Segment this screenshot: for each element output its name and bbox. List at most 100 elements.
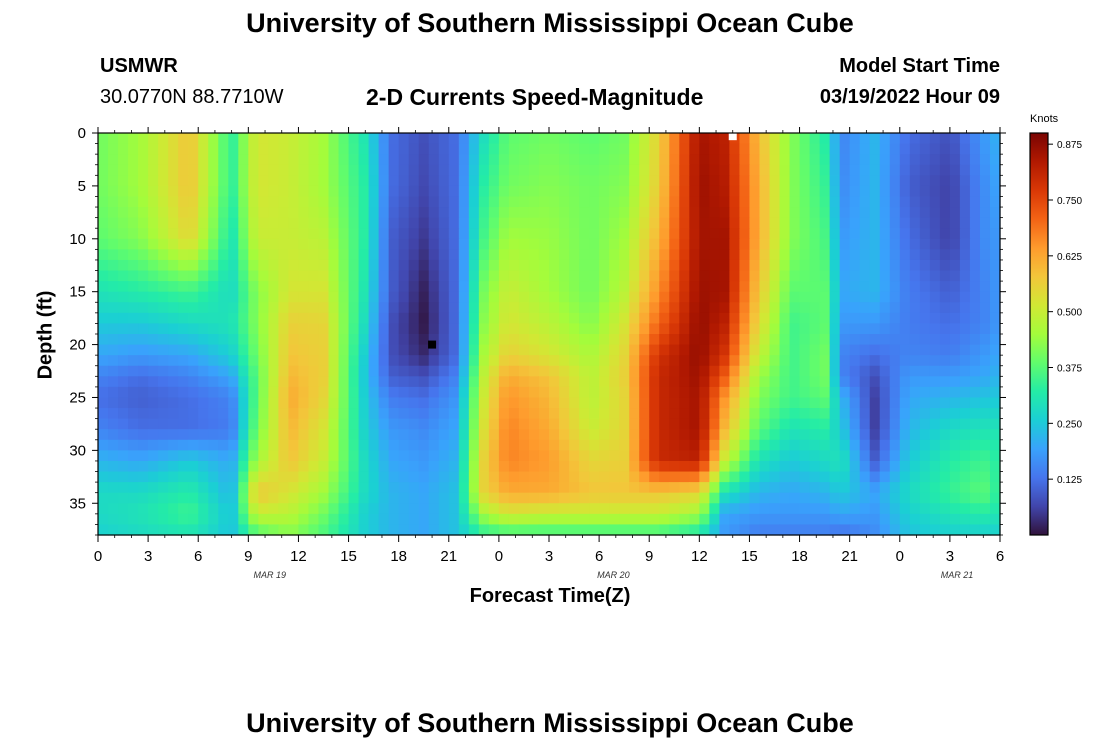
heatmap-cell — [649, 207, 660, 219]
heatmap-cell — [659, 439, 670, 451]
heatmap-cell — [128, 302, 139, 314]
heatmap-cell — [458, 175, 470, 187]
heatmap-cell — [899, 450, 911, 462]
heatmap-cell — [398, 259, 410, 272]
heatmap-cell — [719, 291, 730, 303]
heatmap-cell — [378, 270, 390, 282]
heatmap-cell — [859, 450, 871, 462]
heatmap-cell — [418, 154, 430, 166]
heatmap-cell — [188, 376, 199, 388]
heatmap-cell — [959, 302, 971, 314]
heatmap-cell — [178, 281, 189, 293]
heatmap-cell — [959, 196, 971, 208]
heatmap-cell — [148, 249, 159, 261]
heatmap-cell — [498, 376, 510, 388]
heatmap-cell — [158, 238, 169, 250]
heatmap-cell — [619, 344, 630, 356]
heatmap-cell — [559, 334, 570, 346]
heatmap-cell — [488, 175, 500, 187]
heatmap-cell — [549, 302, 560, 314]
heatmap-cell — [208, 217, 219, 229]
heatmap-cell — [609, 492, 620, 504]
heatmap-cell — [869, 270, 881, 282]
heatmap-cell — [759, 154, 771, 166]
heatmap-cell — [769, 408, 781, 420]
heatmap-cell — [448, 450, 460, 462]
heatmap-cell — [569, 312, 580, 325]
heatmap-cell — [619, 238, 630, 250]
heatmap-cell — [198, 323, 209, 335]
heatmap-cell — [398, 133, 410, 145]
heatmap-cell — [739, 312, 751, 325]
heatmap-cell — [879, 397, 891, 409]
heatmap-cell — [358, 365, 370, 377]
heatmap-cell — [468, 450, 480, 462]
heatmap-cell — [278, 439, 290, 451]
heatmap-cell — [468, 397, 480, 409]
heatmap-cell — [729, 143, 741, 155]
heatmap-cell — [198, 154, 209, 166]
heatmap-cell — [408, 312, 420, 325]
heatmap-cell — [158, 450, 169, 462]
heatmap-cell — [328, 228, 340, 240]
heatmap-cell — [669, 450, 680, 462]
heatmap-cell — [268, 365, 279, 377]
heatmap-cell — [559, 524, 570, 536]
heatmap-cell — [829, 355, 841, 367]
heatmap-cell — [849, 228, 861, 240]
heatmap-cell — [398, 397, 410, 409]
heatmap-cell — [789, 228, 801, 240]
heatmap-cell — [438, 196, 450, 208]
heatmap-cell — [659, 503, 670, 515]
heatmap-cell — [939, 460, 951, 473]
heatmap-cell — [408, 439, 420, 451]
heatmap-cell — [859, 196, 871, 208]
heatmap-cell — [338, 376, 350, 388]
heatmap-cell — [338, 482, 350, 494]
heatmap-cell — [378, 185, 390, 198]
heatmap-cell — [128, 386, 139, 399]
heatmap-cell — [779, 503, 791, 515]
heatmap-cell — [518, 207, 530, 219]
heatmap-cell — [739, 207, 751, 219]
heatmap-cell — [929, 386, 941, 399]
heatmap-cell — [759, 344, 771, 356]
heatmap-cell — [949, 323, 961, 335]
heatmap-cell — [518, 323, 530, 335]
heatmap-cell — [859, 386, 871, 399]
heatmap-cell — [809, 471, 821, 483]
heatmap-cell — [809, 408, 821, 420]
heatmap-cell — [398, 503, 410, 515]
heatmap-cell — [889, 323, 901, 335]
heatmap-cell — [969, 460, 981, 473]
heatmap-cell — [278, 482, 290, 494]
heatmap-cell — [949, 397, 961, 409]
heatmap-cell — [318, 143, 330, 155]
heatmap-cell — [298, 492, 310, 504]
heatmap-cell — [749, 408, 761, 420]
heatmap-cell — [378, 365, 390, 377]
heatmap-cell — [949, 439, 961, 451]
heatmap-cell — [729, 439, 741, 451]
heatmap-cell — [178, 471, 189, 483]
heatmap-cell — [929, 482, 941, 494]
heatmap-cell — [739, 408, 751, 420]
heatmap-cell — [989, 291, 1001, 303]
heatmap-cell — [298, 429, 310, 441]
heatmap-cell — [579, 471, 590, 483]
heatmap-cell — [709, 185, 720, 198]
heatmap-cell — [869, 323, 881, 335]
heatmap-cell — [829, 164, 841, 176]
heatmap-cell — [158, 207, 169, 219]
heatmap-cell — [308, 492, 320, 504]
heatmap-cell — [488, 334, 500, 346]
heatmap-cell — [859, 503, 871, 515]
heatmap-cell — [559, 228, 570, 240]
heatmap-cell — [869, 249, 881, 261]
heatmap-cell — [819, 228, 831, 240]
heatmap-cell — [508, 482, 520, 494]
heatmap-cell — [889, 376, 901, 388]
heatmap-cell — [188, 471, 199, 483]
heatmap-cell — [188, 503, 199, 515]
heatmap-cell — [148, 164, 159, 176]
